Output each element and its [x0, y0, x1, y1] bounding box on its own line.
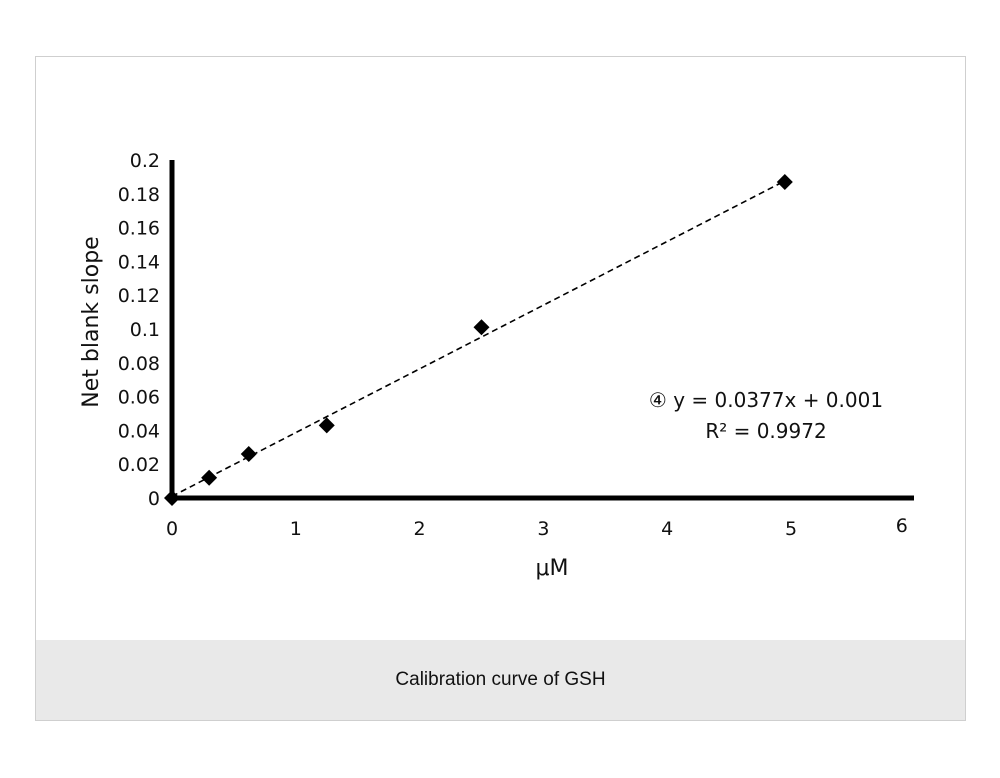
regression-equation: ④ y = 0.0377x + 0.001 [649, 388, 883, 412]
y-tick-label: 0.2 [130, 150, 160, 172]
y-tick-label: 0.14 [118, 251, 160, 273]
trend-line [171, 180, 786, 498]
y-tick-label: 0.12 [118, 285, 160, 307]
figure-frame [35, 56, 966, 721]
data-point [164, 490, 180, 506]
y-tick-label: 0.1 [130, 319, 160, 341]
data-point [201, 469, 218, 486]
data-points [164, 173, 793, 506]
x-tick-labels: 0 1 2 3 4 5 6 [166, 515, 908, 540]
y-axis-title: Net blank slope [79, 236, 104, 407]
x-tick-label: 6 [896, 515, 908, 537]
data-point [318, 417, 335, 434]
caption-bar: Calibration curve of GSH [36, 640, 965, 720]
x-tick-label: 3 [537, 518, 549, 540]
data-point [473, 319, 490, 336]
y-tick-label: 0.16 [118, 218, 160, 240]
x-tick-label: 4 [661, 518, 673, 540]
y-tick-label: 0.08 [118, 353, 160, 375]
x-axis-title: μM [536, 556, 569, 581]
data-point [240, 446, 257, 463]
x-tick-label: 1 [290, 518, 302, 540]
y-tick-label: 0.06 [118, 387, 160, 409]
y-tick-label: 0.18 [118, 184, 160, 206]
data-point [776, 173, 793, 190]
y-tick-label: 0 [148, 488, 160, 510]
r-squared-label: R² = 0.9972 [705, 419, 826, 443]
x-tick-label: 2 [414, 518, 426, 540]
x-tick-label: 0 [166, 518, 178, 540]
y-tick-labels: 0 0.02 0.04 0.06 0.08 0.1 0.12 0.14 0.16 0.18 0.2 [118, 150, 160, 510]
y-tick-label: 0.02 [118, 454, 160, 476]
x-tick-label: 5 [785, 518, 797, 540]
figure-caption: Calibration curve of GSH [395, 669, 606, 690]
y-tick-label: 0.04 [118, 420, 160, 442]
